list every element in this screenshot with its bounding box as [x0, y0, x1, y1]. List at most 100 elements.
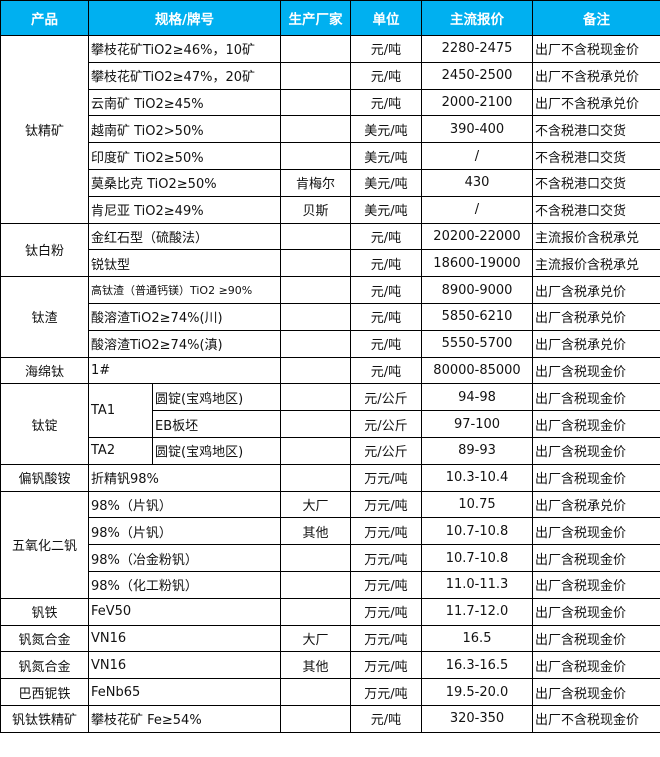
- unit-cell: 元/吨: [350, 329, 422, 358]
- spec-cell: 云南矿 TiO2≥45%: [88, 88, 281, 117]
- price-cell: 10.7-10.8: [421, 517, 533, 546]
- unit-cell: 万元/吨: [350, 570, 422, 599]
- spec-cell: 酸溶渣TiO2≥74%(川): [88, 302, 281, 331]
- unit-cell: 元/公斤: [350, 436, 422, 465]
- product-cell: 海绵钛: [0, 356, 89, 385]
- maker-cell: [280, 356, 351, 385]
- table-row: 98%（片钒） 其他 万元/吨 10.7-10.8 出厂含税现金价: [1, 517, 660, 546]
- note-cell: 出厂含税承兑价: [532, 490, 660, 519]
- maker-cell: [280, 276, 351, 304]
- unit-cell: 元/吨: [350, 61, 422, 90]
- spec-cell: 98%（冶金粉钒）: [88, 544, 281, 572]
- table-row: 锐钛型 元/吨 18600-19000 主流报价含税承兑: [1, 249, 660, 278]
- spec-cell: 金红石型（硫酸法）: [88, 222, 281, 251]
- price-cell: 8900-9000: [421, 276, 533, 304]
- price-cell: 16.5: [421, 624, 533, 653]
- maker-cell: [280, 115, 351, 144]
- note-cell: 不含税港口交货: [532, 168, 660, 197]
- price-cell: 19.5-20.0: [421, 678, 533, 706]
- price-cell: 80000-85000: [421, 356, 533, 385]
- price-cell: 11.7-12.0: [421, 597, 533, 626]
- unit-cell: 万元/吨: [350, 544, 422, 572]
- product-cell: 钛渣: [0, 276, 89, 358]
- unit-cell: 美元/吨: [350, 195, 422, 224]
- price-cell: /: [421, 195, 533, 224]
- price-cell: 320-350: [421, 704, 533, 733]
- product-cell: 钒铁: [0, 597, 89, 626]
- maker-cell: [280, 570, 351, 599]
- maker-cell: [280, 597, 351, 626]
- unit-cell: 万元/吨: [350, 678, 422, 706]
- note-cell: 出厂不含税现金价: [532, 35, 660, 63]
- price-cell: 10.7-10.8: [421, 544, 533, 572]
- table-row: 五氧化二钒 98%（片钒） 大厂 万元/吨 10.75 出厂含税承兑价: [0, 490, 660, 599]
- product-cell: 五氧化二钒: [0, 490, 89, 599]
- spec-cell: 高钛渣（普通钙镁）TiO2 ≥90%: [88, 276, 281, 304]
- note-cell: 不含税港口交货: [532, 195, 660, 224]
- product-cell: 钛精矿: [0, 35, 89, 224]
- unit-cell: 万元/吨: [350, 517, 422, 546]
- product-cell: 偏钒酸铵: [0, 463, 89, 492]
- table-row: 攀枝花矿TiO2≥47%，20矿 元/吨 2450-2500 出厂不含税承兑价: [1, 61, 660, 90]
- unit-cell: 美元/吨: [350, 168, 422, 197]
- maker-cell: [280, 544, 351, 572]
- product-cell: 巴西铌铁: [0, 678, 89, 706]
- grade-cell: TA2: [88, 436, 153, 465]
- maker-cell: [280, 302, 351, 331]
- table-row: 酸溶渣TiO2≥74%(川) 元/吨 5850-6210 出厂含税承兑价: [1, 302, 660, 331]
- table-row: 越南矿 TiO2>50% 美元/吨 390-400 不含税港口交货: [1, 115, 660, 144]
- maker-cell: 其他: [280, 517, 351, 546]
- table-row: 钒氮合金 VN16 大厂 万元/吨 16.5 出厂含税现金价: [0, 624, 660, 653]
- maker-cell: 大厂: [280, 624, 351, 653]
- price-cell: 89-93: [421, 436, 533, 465]
- maker-cell: [280, 329, 351, 358]
- price-cell: /: [421, 142, 533, 170]
- spec-cell: 莫桑比克 TiO2≥50%: [88, 168, 281, 197]
- table-row: 钛白粉 金红石型（硫酸法） 元/吨 20200-22000 主流报价含税承兑: [0, 222, 660, 278]
- spec-cell: 98%（化工粉钒）: [88, 570, 281, 599]
- note-cell: 出厂不含税承兑价: [532, 88, 660, 117]
- product-cell: 钒氮合金: [0, 651, 89, 680]
- price-cell: 2000-2100: [421, 88, 533, 117]
- maker-cell: [280, 88, 351, 117]
- note-cell: 出厂含税现金价: [532, 624, 660, 653]
- price-cell: 5550-5700: [421, 329, 533, 358]
- maker-cell: [280, 61, 351, 90]
- note-cell: 出厂含税现金价: [532, 651, 660, 680]
- note-cell: 出厂含税现金价: [532, 410, 660, 438]
- unit-cell: 元/吨: [350, 704, 422, 733]
- table-row: 云南矿 TiO2≥45% 元/吨 2000-2100 出厂不含税承兑价: [1, 88, 660, 117]
- price-cell: 94-98: [421, 383, 533, 412]
- maker-cell: 大厂: [280, 490, 351, 519]
- maker-cell: [280, 383, 351, 412]
- note-cell: 出厂含税现金价: [532, 544, 660, 572]
- spec-cell: 锐钛型: [88, 249, 281, 278]
- price-cell: 18600-19000: [421, 249, 533, 278]
- price-cell: 10.3-10.4: [421, 463, 533, 492]
- price-cell: 2280-2475: [421, 35, 533, 63]
- maker-cell: [280, 410, 351, 438]
- header-spec: 规格/牌号: [88, 0, 281, 36]
- form-cell: EB板坯: [152, 410, 281, 438]
- note-cell: 出厂含税承兑价: [532, 276, 660, 304]
- unit-cell: 元/公斤: [350, 410, 422, 438]
- header-note: 备注: [532, 0, 660, 36]
- note-cell: 出厂含税现金价: [532, 570, 660, 599]
- note-cell: 不含税港口交货: [532, 115, 660, 144]
- unit-cell: 元/公斤: [350, 383, 422, 412]
- unit-cell: 元/吨: [350, 88, 422, 117]
- note-cell: 主流报价含税承兑: [532, 222, 660, 251]
- price-cell: 16.3-16.5: [421, 651, 533, 680]
- table-row: 酸溶渣TiO2≥74%(滇) 元/吨 5550-5700 出厂含税承兑价: [1, 329, 660, 358]
- form-cell: 圆锭(宝鸡地区): [152, 383, 281, 412]
- table-row: 钒氮合金 VN16 其他 万元/吨 16.3-16.5 出厂含税现金价: [0, 651, 660, 680]
- spec-cell: FeV50: [88, 597, 281, 626]
- price-cell: 11.0-11.3: [421, 570, 533, 599]
- table-row: 钒铁 FeV50 万元/吨 11.7-12.0 出厂含税现金价: [0, 597, 660, 626]
- maker-cell: [280, 142, 351, 170]
- spec-cell: 印度矿 TiO2≥50%: [88, 142, 281, 170]
- price-cell: 430: [421, 168, 533, 197]
- spec-cell: VN16: [88, 651, 281, 680]
- header-product: 产品: [0, 0, 89, 36]
- spec-cell: 1#: [88, 356, 281, 385]
